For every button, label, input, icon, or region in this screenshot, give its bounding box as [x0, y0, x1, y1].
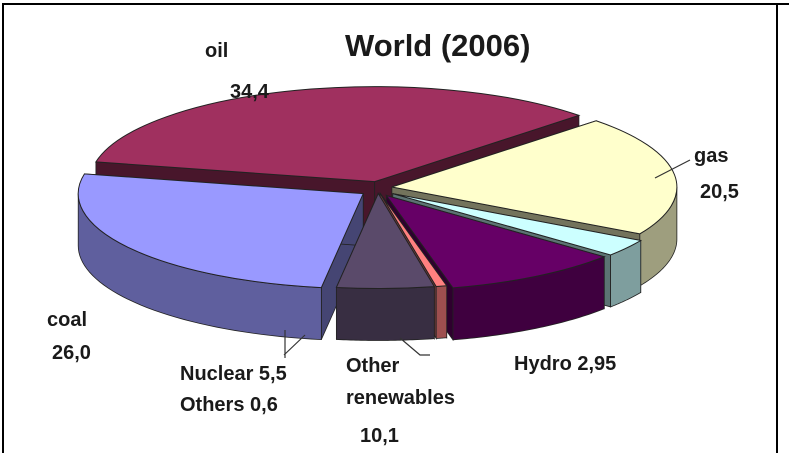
nuclear-leader-line	[283, 334, 306, 356]
other-renewables-label-line1: Other	[346, 355, 400, 377]
gas-leader-line	[654, 159, 691, 179]
coal-name-label: coal	[47, 309, 87, 331]
slice-gas-top	[391, 120, 678, 235]
slice-nuclear	[335, 192, 436, 341]
other-renewables-label-line2: renewables	[346, 387, 455, 409]
gas-value-label: 20,5	[700, 181, 739, 203]
other-renewables-value-label: 10,1	[360, 425, 399, 447]
slice-coal	[77, 173, 364, 341]
slice-oil-top	[95, 86, 581, 183]
slice-others-side	[435, 285, 448, 339]
oil-name-label: oil	[205, 40, 228, 62]
others-label: Others 0,6	[180, 394, 278, 416]
slice-nuclear-side	[335, 286, 435, 341]
slice-other-renewables-top	[385, 194, 606, 289]
slice-hydro-top	[392, 193, 643, 256]
hydro-label: Hydro 2,95	[514, 353, 616, 375]
slice-coal-top	[77, 173, 364, 289]
pie-slices	[77, 86, 678, 342]
slice-nuclear-top	[335, 192, 436, 289]
gas-name-label: gas	[694, 145, 728, 167]
nuclear-label: Nuclear 5,5	[180, 363, 287, 385]
other-renewables-leader-line	[399, 337, 430, 356]
coal-value-label: 26,0	[52, 342, 91, 364]
chart-title: World (2006)	[345, 28, 530, 63]
slice-others-top	[379, 193, 448, 288]
oil-value-label: 34,4	[230, 81, 270, 103]
